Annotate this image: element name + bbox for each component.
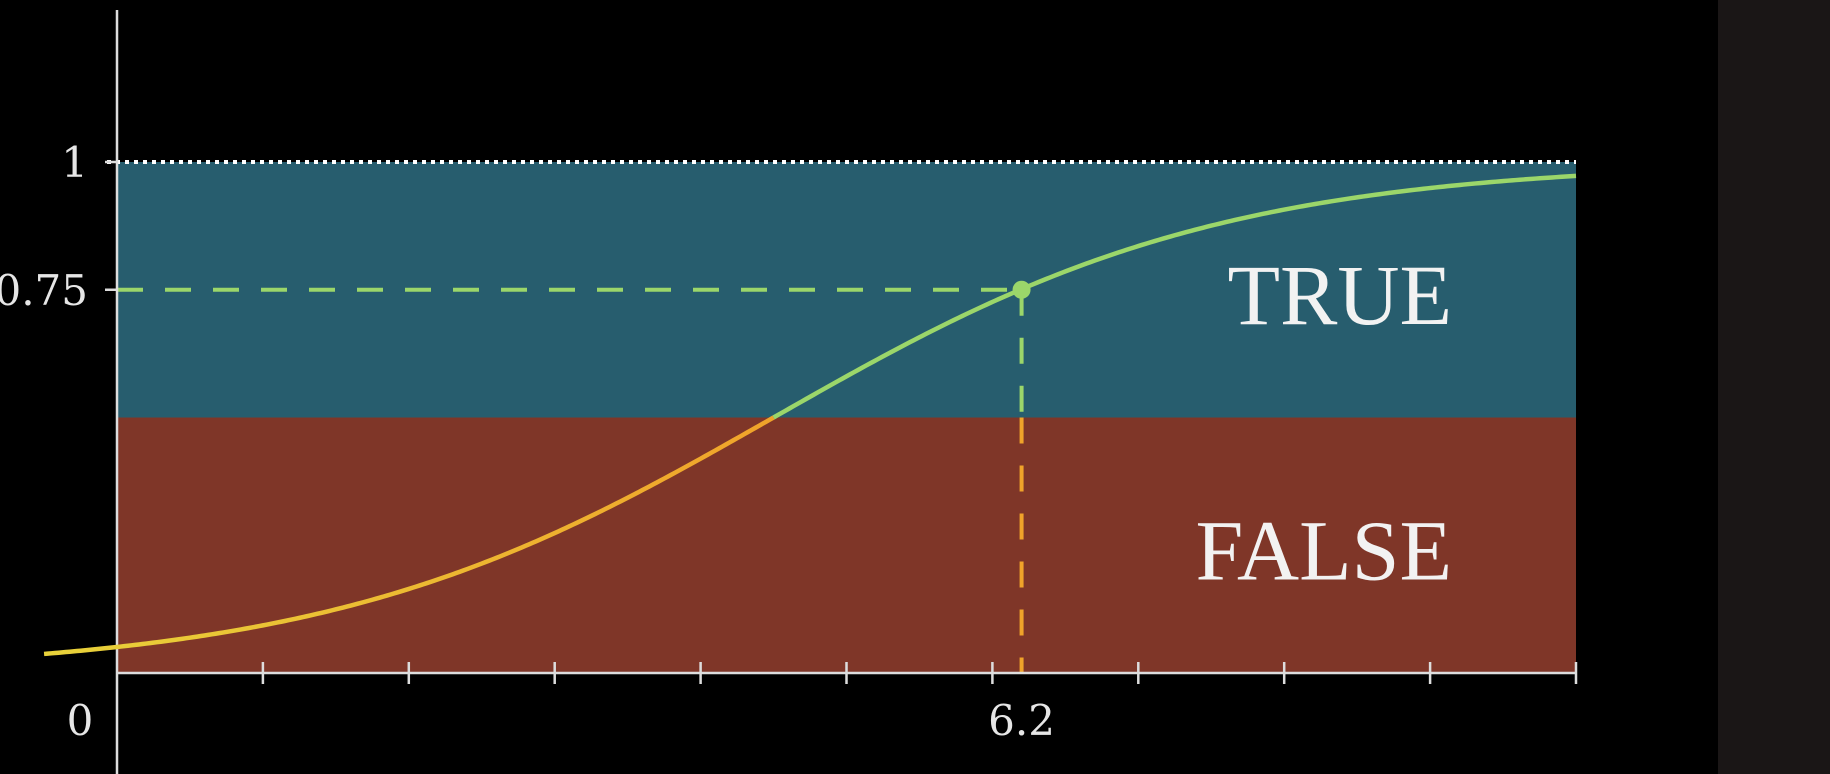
region-false [117,417,1576,673]
y-tick-label: 1 [61,138,88,187]
region-label-false: FALSE [1196,502,1452,598]
curve-upper [772,173,1577,420]
labels: TRUE FALSE 1 0.75 0 6.2 [0,138,1452,745]
curve-layer [43,173,1577,657]
y-tick-label: 0.75 [0,266,88,315]
x-tick-label: 6.2 [988,696,1055,745]
highlight-point [1012,280,1031,299]
curve-lower [43,415,775,657]
region-label-true: TRUE [1227,247,1452,343]
guide-lines [107,160,1576,673]
side-panel [1718,0,1830,774]
x-tick-label: 0 [67,696,94,745]
